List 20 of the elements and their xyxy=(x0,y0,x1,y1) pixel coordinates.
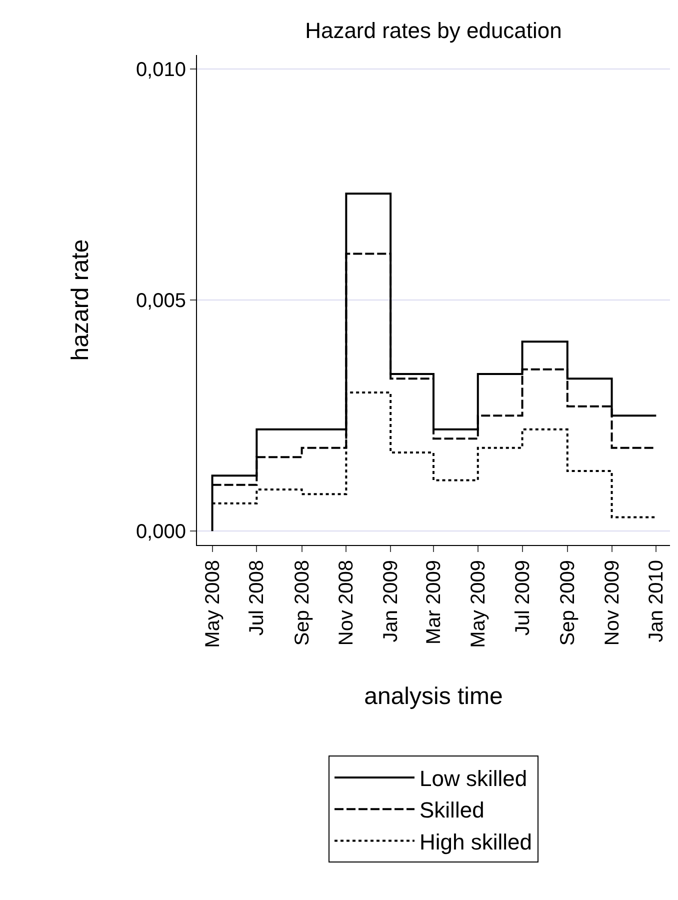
legend-label: Skilled xyxy=(420,798,484,823)
x-tick-label: Jan 2009 xyxy=(380,560,402,642)
legend-label: High skilled xyxy=(420,829,532,854)
legend-label: Low skilled xyxy=(420,766,528,792)
x-tick-label: Nov 2009 xyxy=(601,560,624,646)
x-tick-label: Mar 2009 xyxy=(423,560,445,644)
x-tick-label: Jul 2008 xyxy=(246,560,268,636)
x-tick-label: May 2009 xyxy=(467,560,490,648)
y-tick-label: 0,005 xyxy=(136,290,186,312)
x-tick-label: May 2008 xyxy=(202,560,224,648)
x-tick-label: Jul 2009 xyxy=(512,560,534,636)
x-tick-label: Nov 2008 xyxy=(336,560,358,646)
y-tick-label: 0,010 xyxy=(136,58,186,81)
x-axis-title: analysis time xyxy=(364,683,503,710)
x-tick-label: Sep 2008 xyxy=(291,560,314,646)
chart-title: Hazard rates by education xyxy=(305,18,562,43)
y-tick-label: 0,000 xyxy=(136,521,186,544)
x-tick-label: Jan 2010 xyxy=(646,560,668,642)
x-tick-label: Sep 2009 xyxy=(556,560,579,646)
y-axis-title: hazard rate xyxy=(67,239,94,361)
